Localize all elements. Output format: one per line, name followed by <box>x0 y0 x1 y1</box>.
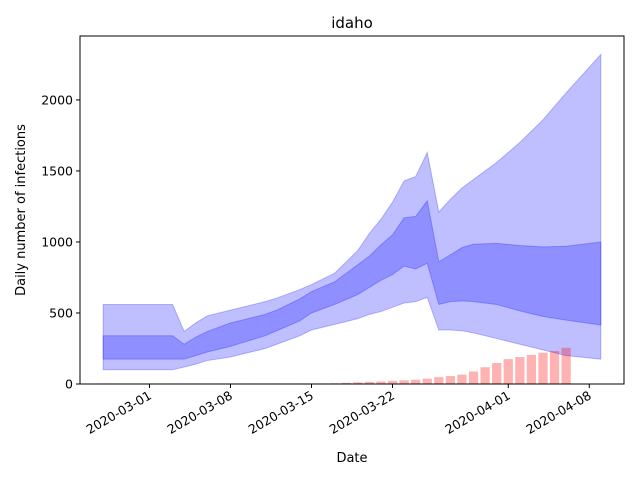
bar-2020-03-28 <box>457 374 467 384</box>
y-tick-label: 500 <box>49 305 73 320</box>
y-tick-label: 2000 <box>41 92 73 107</box>
bar-2020-04-03 <box>526 354 537 384</box>
bar-2020-03-21 <box>376 381 386 384</box>
confidence-band-0 <box>102 53 602 371</box>
bar-2020-03-26 <box>434 377 444 384</box>
bar-2020-03-29 <box>468 371 479 384</box>
bar-2020-03-18 <box>341 382 351 384</box>
bar-2020-04-06 <box>561 347 571 384</box>
bar-2020-03-30 <box>480 367 490 384</box>
y-tick-label: 1500 <box>41 163 73 178</box>
y-tick-label: 1000 <box>41 234 73 249</box>
bar-2020-03-27 <box>445 376 456 384</box>
confidence-band-1 <box>102 199 602 360</box>
bar-2020-04-05 <box>549 351 560 384</box>
bar-2020-03-31 <box>492 362 502 384</box>
chart-title: idaho <box>331 14 373 32</box>
bar-2020-03-25 <box>422 378 432 384</box>
band-layer <box>102 53 602 371</box>
bar-2020-03-19 <box>353 382 363 384</box>
bar-2020-04-01 <box>503 359 513 384</box>
bar-2020-03-23 <box>399 380 409 384</box>
bar-2020-03-24 <box>411 379 421 384</box>
plot-frame <box>79 35 625 385</box>
bar-2020-04-04 <box>538 352 548 384</box>
y-axis: 0 500 1000 1500 2000 <box>41 92 80 392</box>
bar-2020-04-02 <box>515 357 525 384</box>
bar-2020-03-22 <box>387 380 398 384</box>
y-axis-label: Daily number of infections <box>14 124 29 296</box>
y-tick-label: 0 <box>65 377 73 392</box>
bar-2020-03-20 <box>364 381 374 384</box>
x-axis-label: Date <box>336 451 367 466</box>
